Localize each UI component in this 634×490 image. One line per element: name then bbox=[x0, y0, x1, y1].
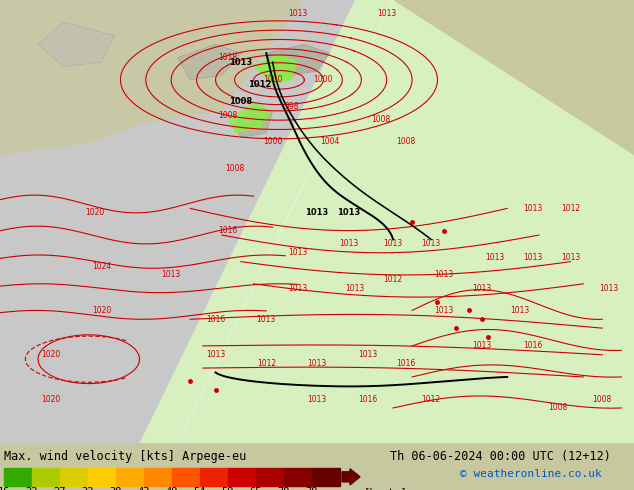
FancyArrow shape bbox=[342, 469, 360, 485]
Text: 1013: 1013 bbox=[306, 208, 328, 218]
Text: 1013: 1013 bbox=[339, 240, 358, 248]
Text: 1012: 1012 bbox=[384, 275, 403, 284]
Polygon shape bbox=[228, 102, 273, 133]
Text: 1016: 1016 bbox=[206, 315, 225, 324]
Text: 1012: 1012 bbox=[257, 359, 276, 368]
Text: 38: 38 bbox=[110, 488, 122, 490]
Bar bbox=[256, 468, 284, 486]
Text: 54: 54 bbox=[194, 488, 206, 490]
Bar bbox=[32, 468, 60, 486]
Polygon shape bbox=[254, 53, 298, 84]
Text: 1008: 1008 bbox=[230, 98, 252, 106]
Bar bbox=[200, 468, 228, 486]
Text: 1013: 1013 bbox=[307, 394, 327, 404]
Text: [knots]: [knots] bbox=[364, 488, 408, 490]
Text: 65: 65 bbox=[250, 488, 262, 490]
Bar bbox=[144, 468, 172, 486]
Polygon shape bbox=[266, 44, 330, 75]
Text: 1000: 1000 bbox=[263, 137, 282, 147]
Text: 1013: 1013 bbox=[523, 253, 542, 262]
Text: 1008: 1008 bbox=[396, 137, 415, 147]
Text: 49: 49 bbox=[165, 488, 178, 490]
Bar bbox=[60, 468, 88, 486]
Text: 1012: 1012 bbox=[561, 204, 580, 213]
Polygon shape bbox=[0, 0, 304, 155]
Text: 1013: 1013 bbox=[288, 9, 307, 18]
Bar bbox=[4, 468, 32, 486]
Polygon shape bbox=[38, 22, 114, 67]
Text: 1013: 1013 bbox=[206, 350, 225, 359]
Polygon shape bbox=[178, 0, 634, 443]
Text: 27: 27 bbox=[54, 488, 66, 490]
Text: © weatheronline.co.uk: © weatheronline.co.uk bbox=[460, 469, 602, 479]
Text: 78: 78 bbox=[306, 488, 318, 490]
Bar bbox=[172, 468, 200, 486]
Text: 1016: 1016 bbox=[523, 342, 542, 350]
Text: 1013: 1013 bbox=[472, 284, 491, 293]
Bar bbox=[88, 468, 116, 486]
Text: Th 06-06-2024 00:00 UTC (12+12): Th 06-06-2024 00:00 UTC (12+12) bbox=[390, 449, 611, 463]
Bar bbox=[312, 468, 340, 486]
Text: 1016: 1016 bbox=[358, 394, 377, 404]
Text: 1018: 1018 bbox=[219, 53, 238, 62]
Text: 1013: 1013 bbox=[422, 240, 441, 248]
Text: 1013: 1013 bbox=[346, 284, 365, 293]
Text: 16: 16 bbox=[0, 488, 10, 490]
Text: 1013: 1013 bbox=[230, 58, 252, 67]
Text: 1013: 1013 bbox=[485, 253, 504, 262]
Text: 998: 998 bbox=[285, 102, 299, 111]
Text: 1020: 1020 bbox=[41, 350, 60, 359]
Text: 1020: 1020 bbox=[92, 306, 111, 315]
Text: 1020: 1020 bbox=[86, 208, 105, 218]
Text: 1013: 1013 bbox=[510, 306, 529, 315]
Text: 43: 43 bbox=[138, 488, 150, 490]
Text: 1024: 1024 bbox=[92, 262, 111, 270]
Text: 70: 70 bbox=[278, 488, 290, 490]
Text: 1013: 1013 bbox=[257, 315, 276, 324]
Text: 1020: 1020 bbox=[41, 394, 60, 404]
Text: 1004: 1004 bbox=[320, 137, 339, 147]
Text: 59: 59 bbox=[222, 488, 234, 490]
Text: 22: 22 bbox=[26, 488, 38, 490]
Text: 1013: 1013 bbox=[599, 284, 618, 293]
Polygon shape bbox=[139, 0, 634, 443]
Text: 1013: 1013 bbox=[288, 248, 307, 257]
Text: 1012: 1012 bbox=[249, 80, 271, 89]
Bar bbox=[116, 468, 144, 486]
Polygon shape bbox=[235, 106, 273, 138]
Text: 1013: 1013 bbox=[358, 350, 377, 359]
Polygon shape bbox=[0, 0, 393, 443]
Text: Max. wind velocity [kts] Arpege-eu: Max. wind velocity [kts] Arpege-eu bbox=[4, 449, 246, 463]
Text: 32: 32 bbox=[82, 488, 94, 490]
Text: 1013: 1013 bbox=[162, 270, 181, 279]
Polygon shape bbox=[178, 44, 241, 80]
Text: 1008: 1008 bbox=[219, 111, 238, 120]
Text: 1013: 1013 bbox=[384, 240, 403, 248]
Text: 1008: 1008 bbox=[548, 403, 567, 413]
Text: 1000: 1000 bbox=[263, 75, 282, 84]
Text: 1013: 1013 bbox=[472, 342, 491, 350]
Text: 1008: 1008 bbox=[225, 164, 244, 173]
Text: 1013: 1013 bbox=[434, 270, 453, 279]
Bar bbox=[284, 468, 312, 486]
Text: 1013: 1013 bbox=[337, 208, 360, 218]
Text: 1013: 1013 bbox=[523, 204, 542, 213]
Text: 1013: 1013 bbox=[288, 284, 307, 293]
Text: 1013: 1013 bbox=[307, 359, 327, 368]
Text: 1013: 1013 bbox=[561, 253, 580, 262]
Text: 1013: 1013 bbox=[434, 306, 453, 315]
Text: 1016: 1016 bbox=[396, 359, 415, 368]
Text: 1013: 1013 bbox=[377, 9, 396, 18]
Text: 1008: 1008 bbox=[593, 394, 612, 404]
Text: 1016: 1016 bbox=[219, 226, 238, 235]
Bar bbox=[228, 468, 256, 486]
Text: 1012: 1012 bbox=[422, 394, 441, 404]
Text: 1000: 1000 bbox=[314, 75, 333, 84]
Text: 1008: 1008 bbox=[371, 115, 390, 124]
